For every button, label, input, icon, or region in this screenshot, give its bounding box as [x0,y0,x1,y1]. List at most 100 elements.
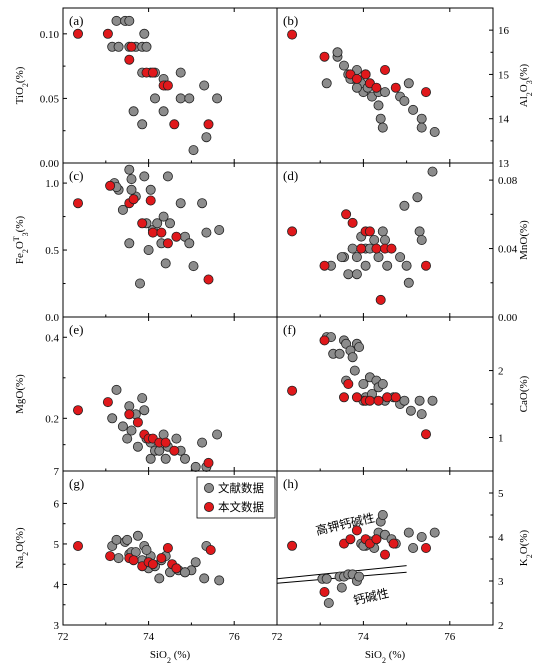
point-this-study [287,540,298,551]
point-this-study [137,218,148,229]
y-tick-label: 2 [498,366,504,378]
y-tick-label: 14 [498,114,510,126]
point-this-study [319,335,330,346]
x-tick-label: 76 [444,631,456,643]
point-literature [332,47,343,58]
y-tick-label: 4 [498,532,504,544]
point-this-study [390,82,401,93]
point-this-study [364,395,375,406]
point-this-study [343,378,354,389]
point-literature [382,260,393,271]
point-this-study [347,217,358,228]
y-tick-label: 15 [498,69,510,81]
point-this-study [169,119,180,130]
point-literature [139,405,150,416]
point-literature [107,413,118,424]
x-axis-label: SiO2 (%) [365,649,406,665]
point-literature [179,567,190,578]
point-literature [143,244,154,255]
point-this-study [371,243,382,254]
point-literature [154,573,165,584]
y-axis-label: Fe2OT3(%) [12,216,30,265]
y-tick-label: 5 [54,539,60,551]
y-tick-label: 0.00 [40,158,60,170]
point-literature [373,100,384,111]
point-literature [321,573,332,584]
point-this-study [102,397,113,408]
series-field-label: 高钾钙碱性 [314,510,376,538]
point-literature [379,87,390,98]
panel-d: 0.00 0.04 0.08 MnO(%) (d) [276,162,530,324]
y-axis-label: TiO2(%) [14,66,30,104]
point-literature [429,527,440,538]
panel-label: (e) [69,322,83,337]
point-this-study [341,209,352,220]
point-literature [377,226,388,237]
point-this-study [388,538,399,549]
point-literature [379,234,390,245]
point-literature [351,269,362,280]
point-this-study [351,73,362,84]
point-literature [111,15,122,26]
point-this-study [287,226,298,237]
y-axis-label: Na2O(%) [14,527,30,569]
point-literature [117,204,128,215]
point-literature [184,238,195,249]
point-literature [403,78,414,89]
point-this-study [287,385,298,396]
y-axis-label: MgO(%) [14,374,26,414]
point-literature [126,184,137,195]
panel-label: (g) [69,476,84,491]
point-this-study [386,243,397,254]
point-literature [197,437,208,448]
point-literature [111,534,122,545]
panel-frame [276,7,494,164]
panel-f: 1 2 CaO(%) (f) [276,316,530,472]
point-literature [158,106,169,117]
point-literature [152,218,163,229]
point-literature [190,557,201,568]
point-literature [124,164,135,175]
point-this-study [379,549,390,560]
y-tick-label: 1 [498,433,504,445]
point-literature [197,198,208,209]
x-tick-label: 74 [143,631,155,643]
panel-label: (f) [283,322,296,337]
y-tick-label: 6 [54,498,60,510]
point-literature [399,200,410,211]
y-axis-label: Al2O3(%) [518,63,534,107]
panel-label: (a) [69,13,83,28]
point-this-study [364,226,375,237]
point-literature [427,395,438,406]
point-literature [113,553,124,564]
point-this-study [390,392,401,403]
point-literature [369,234,380,245]
point-literature [399,395,410,406]
x-axis-label: SiO2 (%) [150,649,191,665]
point-this-study [420,543,431,554]
point-literature [201,227,212,238]
y-tick-label: 0.2 [45,413,59,425]
y-tick-label: 0.04 [498,244,518,256]
point-this-study [287,29,298,40]
point-literature [214,224,225,235]
panel-label: (h) [283,476,298,491]
point-literature [334,348,345,359]
point-this-study [319,260,330,271]
point-literature [134,278,145,289]
point-this-study [73,198,84,209]
panel-c: 0.0 0.5 1.0 Fe2OT3(%) (c) [12,162,278,324]
panel-label: (c) [69,168,83,183]
point-literature [199,573,210,584]
point-literature [145,453,156,464]
point-this-study [171,563,182,574]
point-this-study [162,238,173,249]
point-this-study [360,69,371,80]
point-literature [212,429,223,440]
point-literature [377,509,388,520]
series-field-label: 钙碱性 [352,586,390,608]
point-literature [179,453,190,464]
legend-label: 文献数据 [218,481,264,495]
point-literature [188,261,199,272]
